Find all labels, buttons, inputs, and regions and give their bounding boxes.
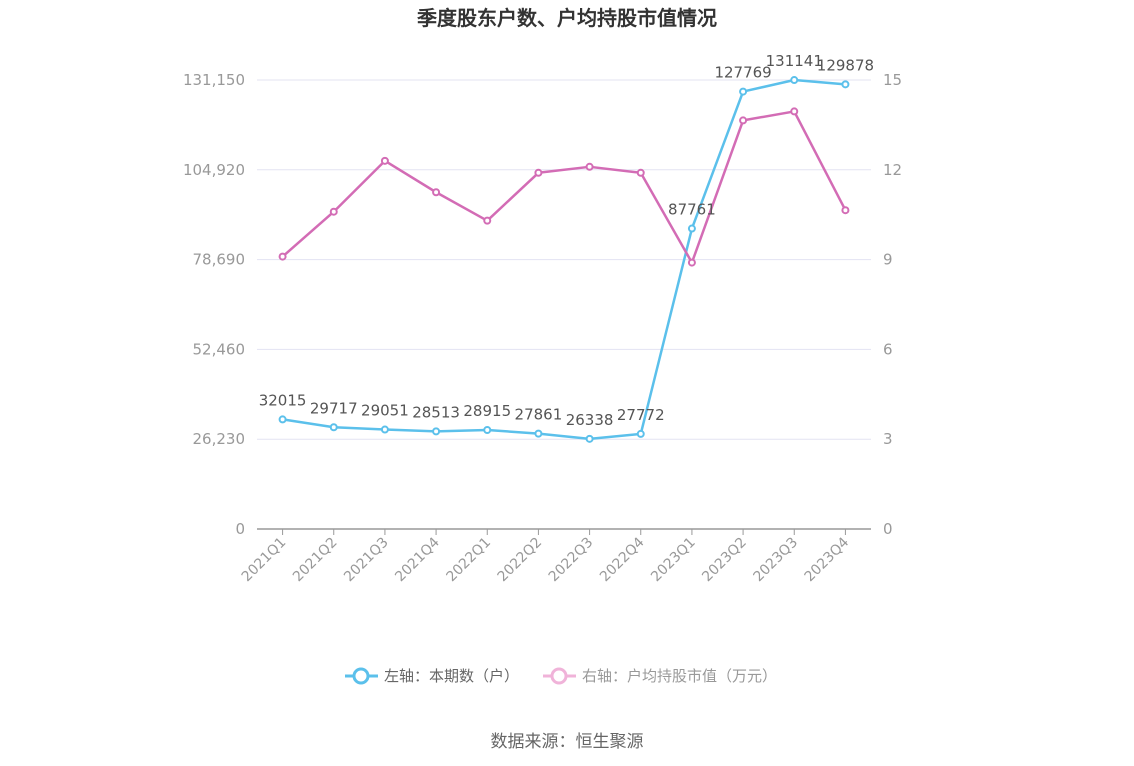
x-tick-label: 2023Q4: [802, 534, 853, 585]
data-point: [739, 116, 748, 125]
data-point: [534, 429, 543, 438]
data-label: 28915: [463, 402, 511, 420]
x-tick-label: 2022Q1: [443, 535, 494, 586]
data-point: [790, 107, 799, 116]
legend-label-left: 左轴：本期数（户）: [384, 667, 519, 685]
data-point: [687, 224, 696, 233]
data-point: [432, 427, 441, 436]
left-tick-label: 131,150: [183, 71, 245, 89]
right-tick-label: 9: [883, 251, 893, 269]
x-tick-label: 2021Q4: [392, 534, 443, 585]
data-point: [636, 429, 645, 438]
data-point: [432, 188, 441, 197]
data-label: 27772: [617, 406, 665, 424]
right-tick-label: 0: [883, 520, 893, 538]
data-point: [585, 434, 594, 443]
data-point: [585, 162, 594, 171]
grid-lines: [257, 79, 871, 440]
data-point: [790, 76, 799, 85]
x-tick-label: 2023Q2: [699, 535, 750, 586]
left-tick-label: 78,690: [193, 251, 246, 269]
legend-marker-left: [352, 667, 370, 685]
x-tick-label: 2021Q1: [239, 535, 290, 586]
right-axis: 0 3 6 9 12 15: [883, 71, 902, 538]
left-tick-label: 0: [235, 520, 245, 538]
data-label: 28513: [412, 403, 460, 421]
x-tick-label: 2022Q2: [495, 535, 546, 586]
left-axis: 0 26,230 52,460 78,690 104,920 131,150: [183, 71, 245, 538]
data-point: [278, 415, 287, 424]
left-tick-label: 52,460: [193, 340, 246, 358]
series-line-1: [282, 78, 846, 441]
data-point: [636, 168, 645, 177]
right-tick-label: 12: [883, 161, 902, 179]
right-tick-label: 6: [883, 340, 893, 358]
x-tick-label: 2022Q3: [546, 535, 597, 586]
data-label: 29717: [310, 399, 358, 417]
legend: 左轴：本期数（户） 右轴：户均持股市值（万元）: [345, 667, 777, 685]
data-label: 29051: [361, 402, 409, 420]
data-point: [278, 252, 287, 261]
x-tick-label: 2021Q2: [290, 535, 341, 586]
data-label: 129878: [817, 56, 874, 74]
data-label: 26338: [566, 411, 614, 429]
series-line-2: [281, 110, 847, 264]
series-layer: [278, 76, 850, 443]
data-point: [534, 168, 543, 177]
data-point: [739, 87, 748, 96]
x-tick-label: 2023Q3: [750, 535, 801, 586]
x-tick-label: 2023Q1: [648, 535, 699, 586]
data-source: 数据来源：恒生聚源: [491, 732, 644, 752]
data-point: [329, 207, 338, 216]
legend-item-right[interactable]: 右轴：户均持股市值（万元）: [543, 667, 777, 685]
data-point: [841, 206, 850, 215]
data-point: [483, 426, 492, 435]
x-tick-label: 2021Q3: [341, 535, 392, 586]
data-label: 32015: [259, 391, 307, 409]
x-axis: 2021Q1 2021Q2 2021Q3 2021Q4 2022Q1 2022Q2 2022…: [239, 528, 871, 586]
legend-label-right: 右轴：户均持股市值（万元）: [582, 667, 777, 685]
data-point: [380, 156, 389, 165]
data-point: [380, 425, 389, 434]
data-point: [687, 258, 696, 267]
left-tick-label: 26,230: [193, 430, 246, 448]
right-tick-label: 3: [883, 430, 893, 448]
data-point: [841, 80, 850, 89]
right-tick-label: 15: [883, 71, 902, 89]
x-tick-label: 2022Q4: [597, 534, 648, 585]
data-label: 87761: [668, 201, 716, 219]
data-label: 27861: [515, 406, 563, 424]
data-point: [329, 423, 338, 432]
data-point: [483, 216, 492, 225]
legend-marker-right: [550, 667, 568, 685]
data-labels: 32015 29717 29051 28513 28915 27861 26338 27772…: [259, 52, 874, 429]
data-label: 127769: [714, 64, 771, 82]
legend-item-left[interactable]: 左轴：本期数（户）: [345, 667, 519, 685]
chart-title: 季度股东户数、户均持股市值情况: [416, 6, 717, 30]
left-tick-label: 104,920: [183, 161, 245, 179]
data-label: 131141: [766, 52, 823, 70]
